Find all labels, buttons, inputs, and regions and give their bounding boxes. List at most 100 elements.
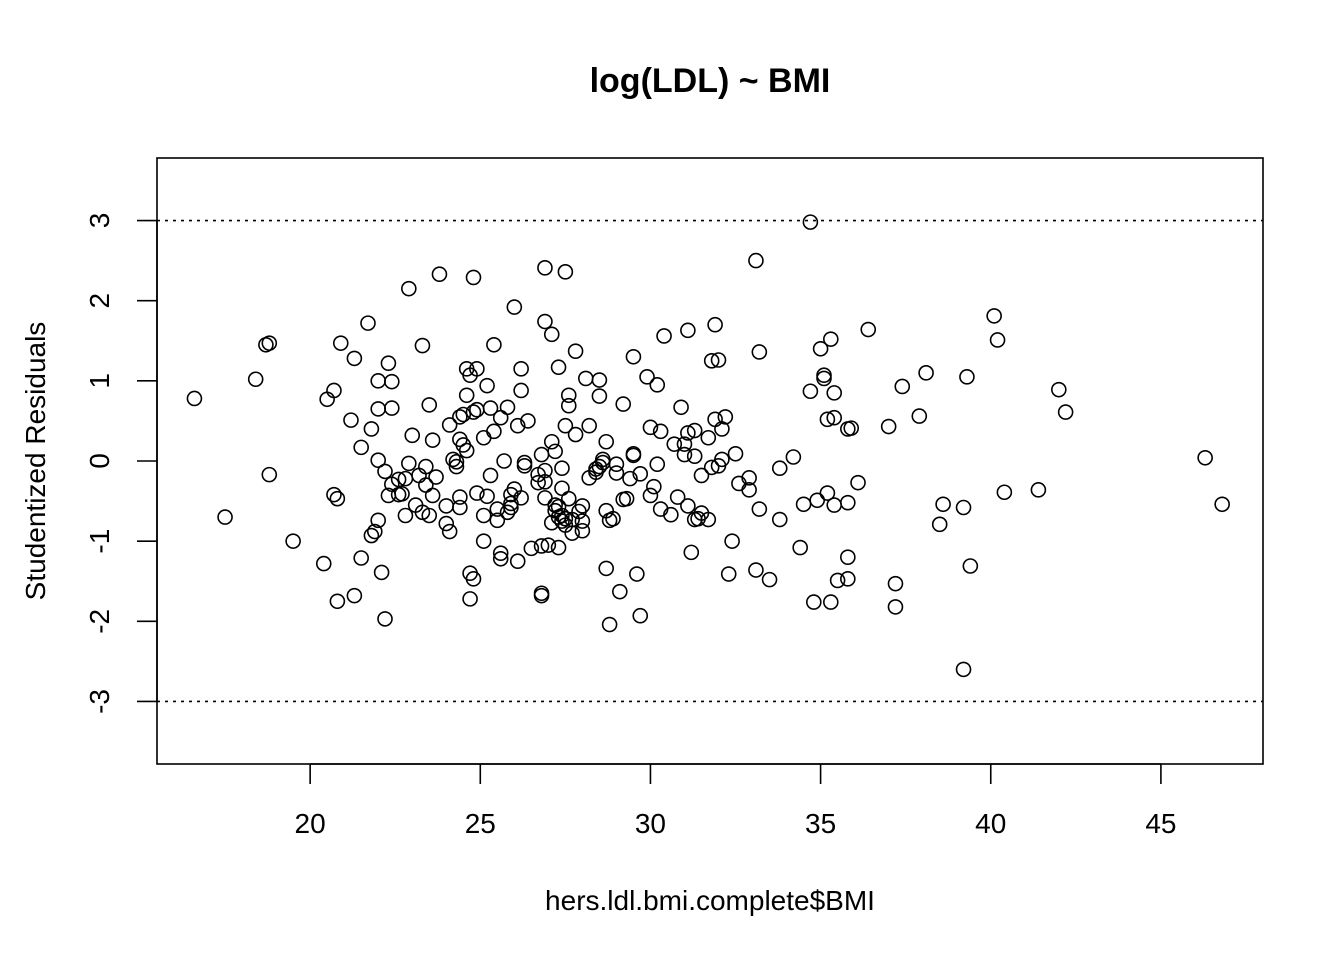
data-point — [445, 451, 461, 468]
data-point — [326, 382, 342, 399]
x-tick-label: 20 — [295, 808, 326, 839]
data-points — [186, 214, 1230, 678]
data-point — [452, 489, 468, 505]
data-point — [554, 507, 570, 524]
data-point — [315, 555, 332, 572]
data-point — [560, 387, 577, 404]
data-point — [567, 426, 584, 443]
data-point — [343, 412, 359, 428]
data-point — [785, 449, 802, 465]
data-point — [642, 487, 659, 504]
data-point — [557, 510, 574, 527]
y-axis: -3 -2 -1 0 1 2 3 — [84, 213, 158, 714]
data-point — [479, 377, 495, 394]
data-point — [329, 490, 346, 507]
data-point — [424, 432, 441, 448]
data-point — [724, 533, 740, 549]
data-point — [506, 299, 523, 315]
data-point — [615, 396, 632, 412]
data-point — [574, 522, 591, 539]
data-point — [632, 607, 649, 624]
data-point — [625, 445, 642, 462]
data-point — [894, 378, 911, 395]
data-point — [394, 486, 410, 502]
data-point — [700, 511, 717, 528]
data-point — [656, 328, 672, 344]
data-point — [414, 337, 431, 354]
data-point — [816, 367, 832, 384]
data-point — [840, 494, 856, 511]
data-point — [557, 264, 574, 280]
data-point — [625, 348, 642, 365]
data-point — [397, 507, 414, 524]
data-point — [499, 504, 516, 521]
x-tick-label: 45 — [1145, 808, 1176, 839]
y-tick-label: -1 — [84, 529, 115, 554]
data-point — [612, 583, 628, 600]
data-point — [996, 484, 1013, 501]
data-point — [384, 373, 400, 390]
data-point — [346, 350, 363, 367]
data-point — [441, 523, 458, 540]
data-point — [812, 340, 829, 357]
data-point — [652, 423, 669, 440]
data-point — [469, 401, 485, 418]
data-point — [557, 417, 574, 434]
data-point — [462, 591, 478, 607]
data-point — [860, 321, 877, 338]
data-point — [346, 587, 363, 604]
data-point — [771, 511, 788, 528]
x-axis: 20 25 30 35 40 45 — [295, 763, 1176, 839]
data-point — [503, 499, 519, 516]
data-point — [550, 539, 567, 556]
data-point — [663, 506, 679, 523]
data-point — [618, 490, 635, 507]
data-point — [574, 498, 591, 514]
data-point — [285, 533, 301, 549]
data-point — [496, 453, 512, 469]
data-point — [823, 594, 839, 610]
data-point — [717, 409, 734, 425]
data-point — [686, 422, 703, 439]
data-point — [543, 433, 560, 450]
x-tick-label: 35 — [805, 808, 836, 839]
data-point — [727, 445, 744, 462]
data-point — [370, 512, 387, 529]
data-point — [499, 399, 516, 416]
data-point — [887, 599, 904, 615]
data-point — [598, 433, 615, 450]
data-point — [703, 353, 720, 369]
data-point — [911, 408, 928, 424]
data-point — [622, 470, 638, 487]
data-point — [591, 372, 608, 388]
data-point — [560, 397, 577, 414]
data-point — [935, 496, 951, 513]
data-point — [540, 537, 557, 553]
data-point — [931, 516, 948, 533]
data-point — [486, 336, 502, 353]
data-point — [384, 400, 400, 416]
data-point — [390, 471, 407, 488]
data-point — [516, 454, 533, 471]
data-point — [608, 456, 625, 473]
data-point — [363, 527, 380, 544]
data-point — [595, 451, 611, 468]
data-point — [686, 448, 703, 464]
reference-lines — [157, 219, 1263, 703]
data-point — [816, 370, 832, 387]
data-point — [360, 315, 376, 331]
data-point — [475, 429, 492, 446]
data-point — [217, 509, 233, 525]
data-point — [880, 418, 897, 435]
data-point — [673, 399, 689, 416]
y-tick-label: -2 — [84, 609, 115, 634]
data-point — [649, 456, 666, 473]
data-point — [377, 463, 393, 480]
data-point — [680, 425, 696, 441]
data-point — [693, 467, 710, 484]
data-point — [666, 436, 683, 452]
data-point — [469, 361, 485, 377]
y-axis-label: Studentized Residuals — [20, 322, 51, 601]
data-point — [918, 365, 934, 381]
